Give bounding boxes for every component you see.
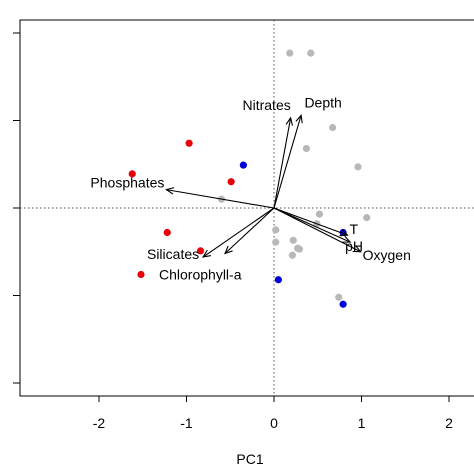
data-point [302,144,310,153]
data-point [315,210,324,218]
data-point [329,123,337,132]
data-point [163,228,171,237]
x-tick-label: 0 [270,415,278,431]
data-point [289,236,297,244]
data-point [363,214,371,222]
data-point [339,300,347,308]
loading-label: Phosphates [90,175,164,191]
data-point [137,270,145,279]
x-tick-label: -1 [180,415,193,431]
score-points [128,49,371,308]
loading-arrow [273,115,302,209]
data-point [295,245,303,253]
data-point [185,139,193,147]
loading-label: Silicates [147,246,199,262]
loading-arrow [273,207,348,236]
loading-label: Chlorophyll-a [159,267,242,283]
loading-arrow [166,189,275,209]
data-point [288,251,296,259]
y-axis [13,32,20,384]
loading-arrowhead [285,116,294,126]
loading-arrowhead [339,229,349,237]
loading-arrows [165,113,362,258]
data-point [354,163,362,171]
data-point [274,276,282,284]
loading-label: pH [345,238,363,254]
loading-arrowhead [342,235,352,243]
loading-arrow [273,207,361,253]
loading-arrow [202,207,275,258]
x-tick-label: 1 [358,415,366,431]
loading-labels: Nitrates Depth Phosphates Silicates Chloroph… [90,94,410,282]
loading-label: Depth [304,94,341,110]
data-point [239,161,247,169]
x-axis: -2 -1 0 1 2 [93,396,453,431]
x-axis-title: PC1 [236,451,263,467]
loading-arrowhead [295,113,303,124]
loading-label: T [350,221,359,237]
loading-arrow [273,117,292,209]
data-point [272,238,280,246]
loading-arrowhead [224,245,233,255]
x-tick-label: -2 [93,415,106,431]
loading-arrow [224,207,275,254]
data-point [286,49,294,57]
data-point [196,247,205,255]
loading-label: Nitrates [243,97,291,113]
data-point [307,49,315,57]
x-tick-label: 2 [445,415,453,431]
loading-arrowhead [352,245,362,253]
loading-arrow [273,207,351,243]
data-point [128,170,136,178]
data-point [227,178,235,186]
loading-label: Oxygen [363,247,411,263]
data-point [335,293,343,301]
data-point [272,226,280,234]
loading-arrowhead [165,187,175,195]
loading-arrowhead [202,249,212,258]
